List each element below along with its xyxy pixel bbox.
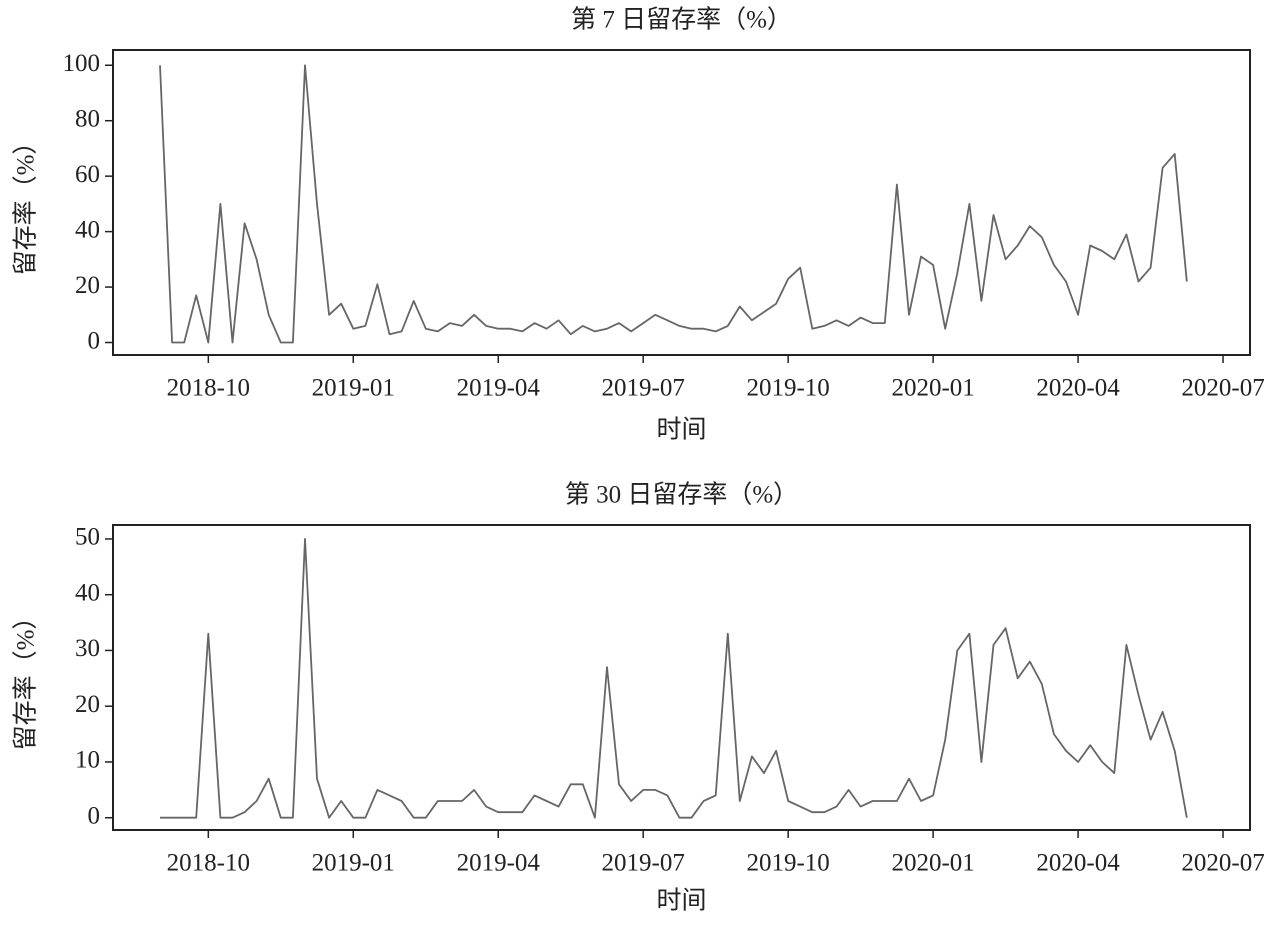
y-tick-label: 10: [75, 747, 100, 774]
y-tick-label: 50: [75, 524, 100, 551]
x-tick-label: 2020-07: [1181, 375, 1264, 402]
x-tick-label: 2020-07: [1181, 850, 1264, 877]
data-line: [160, 538, 1188, 819]
y-tick-label: 40: [75, 216, 100, 243]
x-tick-label: 2020-04: [1036, 375, 1120, 402]
x-tick-label: 2019-01: [312, 375, 395, 402]
x-tick-label: 2020-01: [891, 850, 974, 877]
y-tick-label: 20: [75, 691, 100, 718]
plot-frame: [112, 49, 1251, 356]
x-tick-label: 2019-04: [457, 375, 541, 402]
y-axis-label: 留存率（%）: [12, 130, 40, 276]
x-tick-label: 2019-10: [746, 375, 829, 402]
x-tick-label: 2019-01: [312, 850, 395, 877]
y-tick-label: 20: [75, 272, 100, 299]
y-tick-label: 30: [75, 635, 100, 662]
y-tick-label: 100: [63, 50, 101, 77]
plot-frame: [112, 524, 1251, 831]
x-tick-label: 2018-10: [167, 850, 250, 877]
x-axis-label: 时间: [656, 416, 706, 444]
x-tick-label: 2019-10: [746, 850, 829, 877]
chart-title: 第 30 日留存率（%）: [565, 481, 798, 509]
x-tick-label: 2020-01: [891, 375, 974, 402]
y-tick-label: 0: [88, 327, 101, 354]
x-tick-label: 2019-04: [457, 850, 541, 877]
x-tick-label: 2019-07: [602, 850, 685, 877]
y-tick-label: 80: [75, 105, 100, 132]
y-tick-label: 0: [88, 802, 101, 829]
x-tick-label: 2018-10: [167, 375, 250, 402]
y-axis-label: 留存率（%）: [12, 605, 40, 751]
y-tick-label: 60: [75, 161, 100, 188]
x-tick-label: 2020-04: [1036, 850, 1120, 877]
x-tick-label: 2019-07: [602, 375, 685, 402]
chart-title: 第 7 日留存率（%）: [571, 6, 792, 34]
x-axis-label: 时间: [656, 887, 706, 915]
y-tick-label: 40: [75, 579, 100, 606]
data-line: [159, 64, 1188, 344]
